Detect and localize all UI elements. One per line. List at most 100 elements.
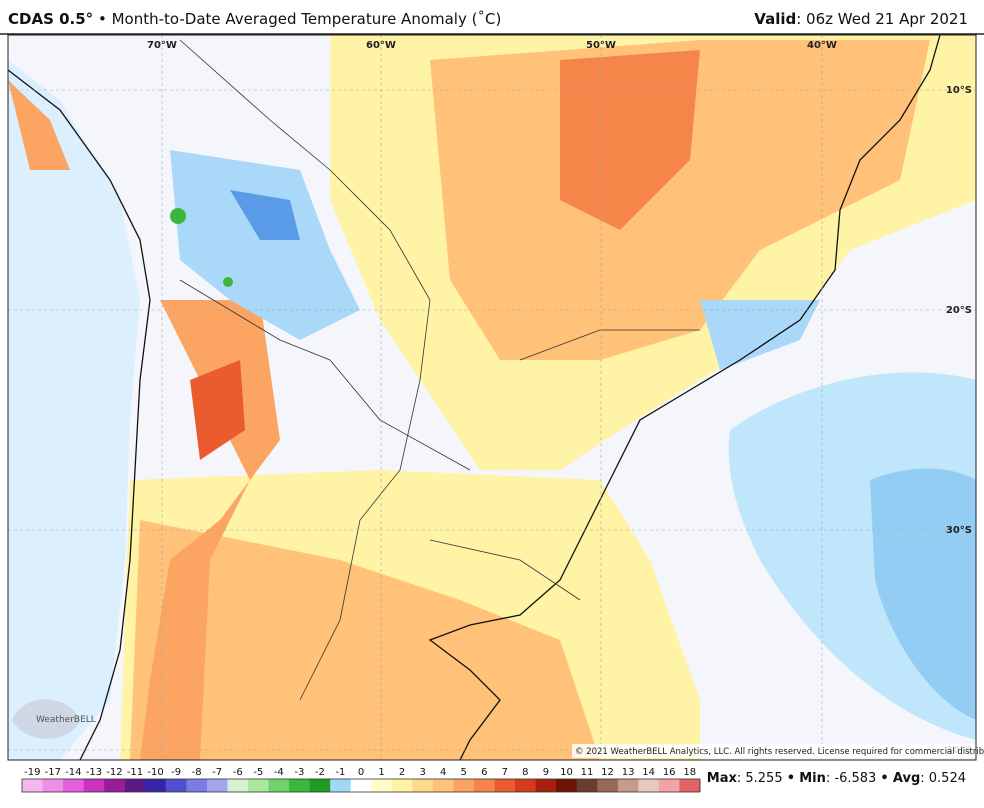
header-left: CDAS 0.5° • Month-to-Date Averaged Tempe… [8,10,501,28]
max-label: Max [706,771,737,786]
colorbar-label: -9 [171,767,181,778]
avg: : 0.524 [920,771,966,786]
colorbar-label: 5 [461,767,467,778]
color-swatch [104,779,126,792]
min: : -6.583 [825,771,877,786]
colorbar-label: -13 [86,767,102,778]
color-swatch [535,779,557,792]
color-swatch [576,779,598,792]
color-swatch [350,779,372,792]
copyright: © 2021 WeatherBELL Analytics, LLC. All r… [575,747,984,757]
color-swatch [186,779,208,792]
max: : 5.255 [736,771,783,786]
color-swatch [330,779,352,792]
colorbar-label: -14 [65,767,81,778]
colorbar-label: -8 [192,767,202,778]
colorbar-label: -17 [45,767,61,778]
avg-label: Avg [892,771,921,786]
color-swatch [227,779,249,792]
color-swatch [248,779,270,792]
colorbar-label: 6 [481,767,487,778]
colorbar-label: 9 [543,767,549,778]
colorbar-label: -1 [335,767,345,778]
color-swatch [494,779,516,792]
map-frame [7,34,977,761]
lon-label: 40°W [807,40,837,51]
color-swatch [63,779,85,792]
colorbar-label: -5 [253,767,263,778]
color-swatch [289,779,311,792]
color-swatch [145,779,167,792]
colorbar-label: 4 [440,767,446,778]
colorbar-label: -6 [233,767,243,778]
color-swatch [453,779,475,792]
color-swatch [658,779,680,792]
colorbar-label: -4 [274,767,284,778]
separator: • [786,771,796,786]
colorbar: -19 -17 -14 -13 -12 -11 -10 -9 -8 -7 -6 -5 -4 -3 -2 -1 0… [21,767,701,793]
colorbar-label: 8 [522,767,528,778]
color-swatch [412,779,434,792]
coastline-east [428,34,941,761]
valid-label: Valid [754,10,797,28]
color-swatch [42,779,64,792]
lat-label: 10°S [946,85,972,96]
lon-label: 50°W [586,40,616,51]
stats: Max: 5.255 • Min: -6.583 • Avg: 0.524 [707,771,966,786]
color-swatch [206,779,228,792]
model: CDAS 0.5° [8,10,94,28]
header-right: Valid: 06z Wed 21 Apr 2021 [754,10,968,28]
colorbar-label: 13 [622,767,635,778]
copyright-bg [572,744,976,758]
separator: • [880,771,889,786]
min-label: Min [799,771,826,786]
color-swatch [515,779,537,792]
colorbar-label: -11 [127,767,143,778]
color-swatch [638,779,660,792]
colorbar-label: -19 [24,767,40,778]
colorbar-label: 10 [560,767,573,778]
borders [179,39,700,701]
colorbar-label: -12 [106,767,122,778]
colorbar-label: 16 [663,767,676,778]
colorbar-label: 14 [642,767,655,778]
valid-time: : 06z Wed 21 Apr 2021 [796,10,968,28]
color-swatch [124,779,146,792]
lon-label: 70°W [147,40,177,51]
color-swatch [22,779,44,792]
colorbar-frame [21,778,701,793]
color-swatch [617,779,639,792]
lat-label: 30°S [946,525,972,536]
colorbar-label: -7 [212,767,222,778]
color-swatch [474,779,496,792]
colorbar-label: -3 [294,767,304,778]
color-swatch [371,779,393,792]
colorbar-label: 12 [601,767,614,778]
separator: • [97,10,107,28]
colorbar-label: -10 [147,767,163,778]
color-swatch [165,779,187,792]
colorbar-label: 0 [358,767,364,778]
lon-label: 60°W [366,40,396,51]
colorbar-label: -2 [315,767,325,778]
lat-label: 20°S [946,305,972,316]
colorbar-label: 2 [399,767,405,778]
map-field [8,35,976,760]
colorbar-label: 7 [502,767,508,778]
title: Month-to-Date Averaged Temperature Anoma… [111,10,502,28]
color-swatch [268,779,290,792]
coastline-west [7,69,151,761]
logo-mark [12,699,80,739]
color-swatch [679,779,701,792]
color-swatch [597,779,619,792]
colorbar-label: 3 [419,767,425,778]
colorbar-label: 18 [683,767,696,778]
color-swatch [83,779,105,792]
color-swatch [556,779,578,792]
colorbar-label: 11 [581,767,594,778]
colorbar-label: 1 [378,767,384,778]
color-swatch [309,779,331,792]
logo: WeatherBELL [36,715,96,725]
